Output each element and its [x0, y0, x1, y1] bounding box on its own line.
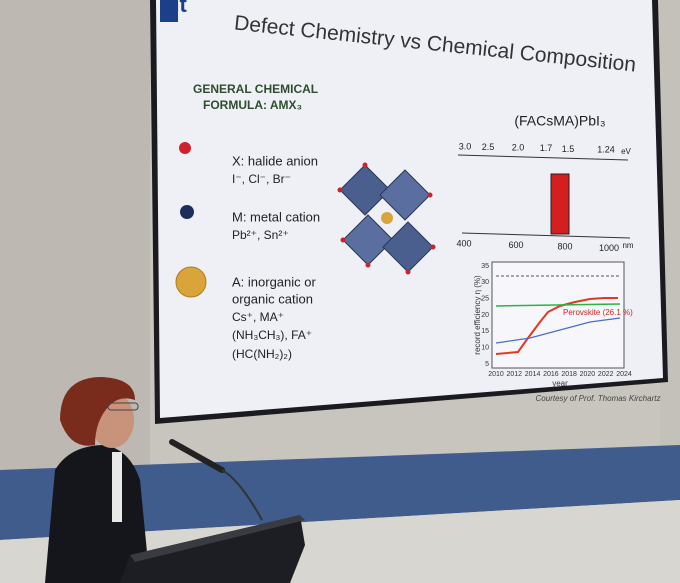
nm-tick-label: 400	[456, 238, 471, 248]
nm-ticks: 400 600 800 1000 nm	[456, 238, 633, 253]
logo: ht	[166, 0, 187, 17]
inset-y-tick: 10	[481, 345, 489, 352]
ev-tick-label: 1.7	[540, 143, 553, 153]
inset-x-tick: 2010	[488, 371, 504, 378]
compound: (FACsMA)PbI₃	[514, 113, 605, 129]
formula-heading: GENERAL CHEMICAL	[193, 82, 318, 96]
credit: Courtesy of Prof. Thomas Kirchartz	[536, 394, 661, 403]
inset-x-tick: 2014	[525, 371, 541, 378]
halide-atom	[362, 162, 368, 168]
ev-tick-label: 1.24	[597, 144, 615, 154]
legend-label: A: inorganic or	[232, 274, 316, 289]
inset-y-tick: 35	[481, 263, 489, 270]
legend-detail: (NH₃CH₃), FA⁺	[232, 328, 312, 342]
logo-box	[160, 0, 178, 22]
speaker-body	[45, 445, 150, 583]
halide-dot	[179, 142, 191, 154]
ev-axis	[457, 154, 629, 161]
nm-unit: nm	[622, 241, 633, 250]
inset-annotation: Perovskite (26.1 %)	[563, 308, 633, 317]
nm-tick-label: 800	[557, 241, 572, 251]
cation-atom	[381, 212, 393, 224]
mic-stand	[221, 469, 263, 521]
halide-atom	[427, 192, 433, 198]
inset-x-tick: 2020	[580, 371, 596, 378]
inset-x-tick: 2012	[506, 371, 522, 378]
ev-tick-label: 2.0	[512, 143, 525, 153]
inset-y-tick: 20	[481, 312, 489, 319]
inset-y-tick: 15	[481, 328, 489, 335]
inset-x-tick: 2018	[561, 371, 577, 378]
inset-y-tick: 25	[481, 296, 489, 303]
halide-atom	[340, 237, 346, 243]
inset-y-tick: 30	[481, 279, 489, 286]
perovskite-curve	[495, 297, 618, 355]
legend-label: X: halide anion	[232, 153, 318, 168]
halide-atom	[430, 244, 436, 250]
halide-atom	[405, 269, 411, 275]
ev-unit: eV	[621, 147, 631, 156]
formula-heading: FORMULA: AMX₃	[203, 98, 302, 112]
legend-detail: Pb²⁺, Sn²⁺	[232, 228, 289, 242]
speaker-hair	[60, 377, 135, 446]
opv-curve	[495, 317, 621, 344]
inset-frame	[491, 261, 625, 369]
stage-carpet	[0, 445, 680, 540]
absorption-bar	[550, 173, 570, 235]
inset-x-label: year	[552, 379, 568, 388]
inset-y-label: record efficiency η (%)	[473, 275, 482, 355]
speaker-shirt	[112, 452, 122, 522]
octahedron	[379, 169, 431, 221]
ev-tick-label: 3.0	[459, 141, 472, 151]
legend-label: organic cation	[232, 291, 313, 306]
speaker	[45, 377, 150, 583]
inset-y-tick: 5	[485, 361, 489, 368]
glasses	[107, 402, 139, 411]
podium-top	[130, 515, 305, 562]
ev-ticks: 3.0 2.5 2.0 1.7 1.5 1.24 eV	[459, 141, 632, 156]
halide-atom	[337, 187, 343, 193]
inset-x-tick: 2022	[598, 371, 614, 378]
nm-tick-label: 1000	[599, 243, 619, 253]
ev-tick-label: 1.5	[562, 144, 575, 154]
crystal-structure	[337, 162, 436, 275]
cigs-curve	[495, 303, 621, 307]
podium	[120, 515, 305, 583]
legend-detail: (HC(NH₂)₂)	[232, 347, 292, 361]
nm-tick-label: 600	[508, 240, 523, 250]
legend-detail: I⁻, Cl⁻, Br⁻	[232, 172, 291, 186]
metal-dot	[180, 205, 194, 219]
inset-x-tick: 2016	[543, 371, 559, 378]
nm-axis	[461, 232, 631, 239]
legend-detail: Cs⁺, MA⁺	[232, 310, 284, 324]
octahedron	[339, 164, 391, 216]
legend-label: M: metal cation	[232, 209, 320, 224]
microphone	[169, 439, 225, 473]
ev-tick-label: 2.5	[482, 142, 495, 152]
halide-atom	[365, 262, 371, 268]
cation-dot	[175, 266, 207, 298]
inset-x-tick: 2024	[616, 371, 632, 378]
